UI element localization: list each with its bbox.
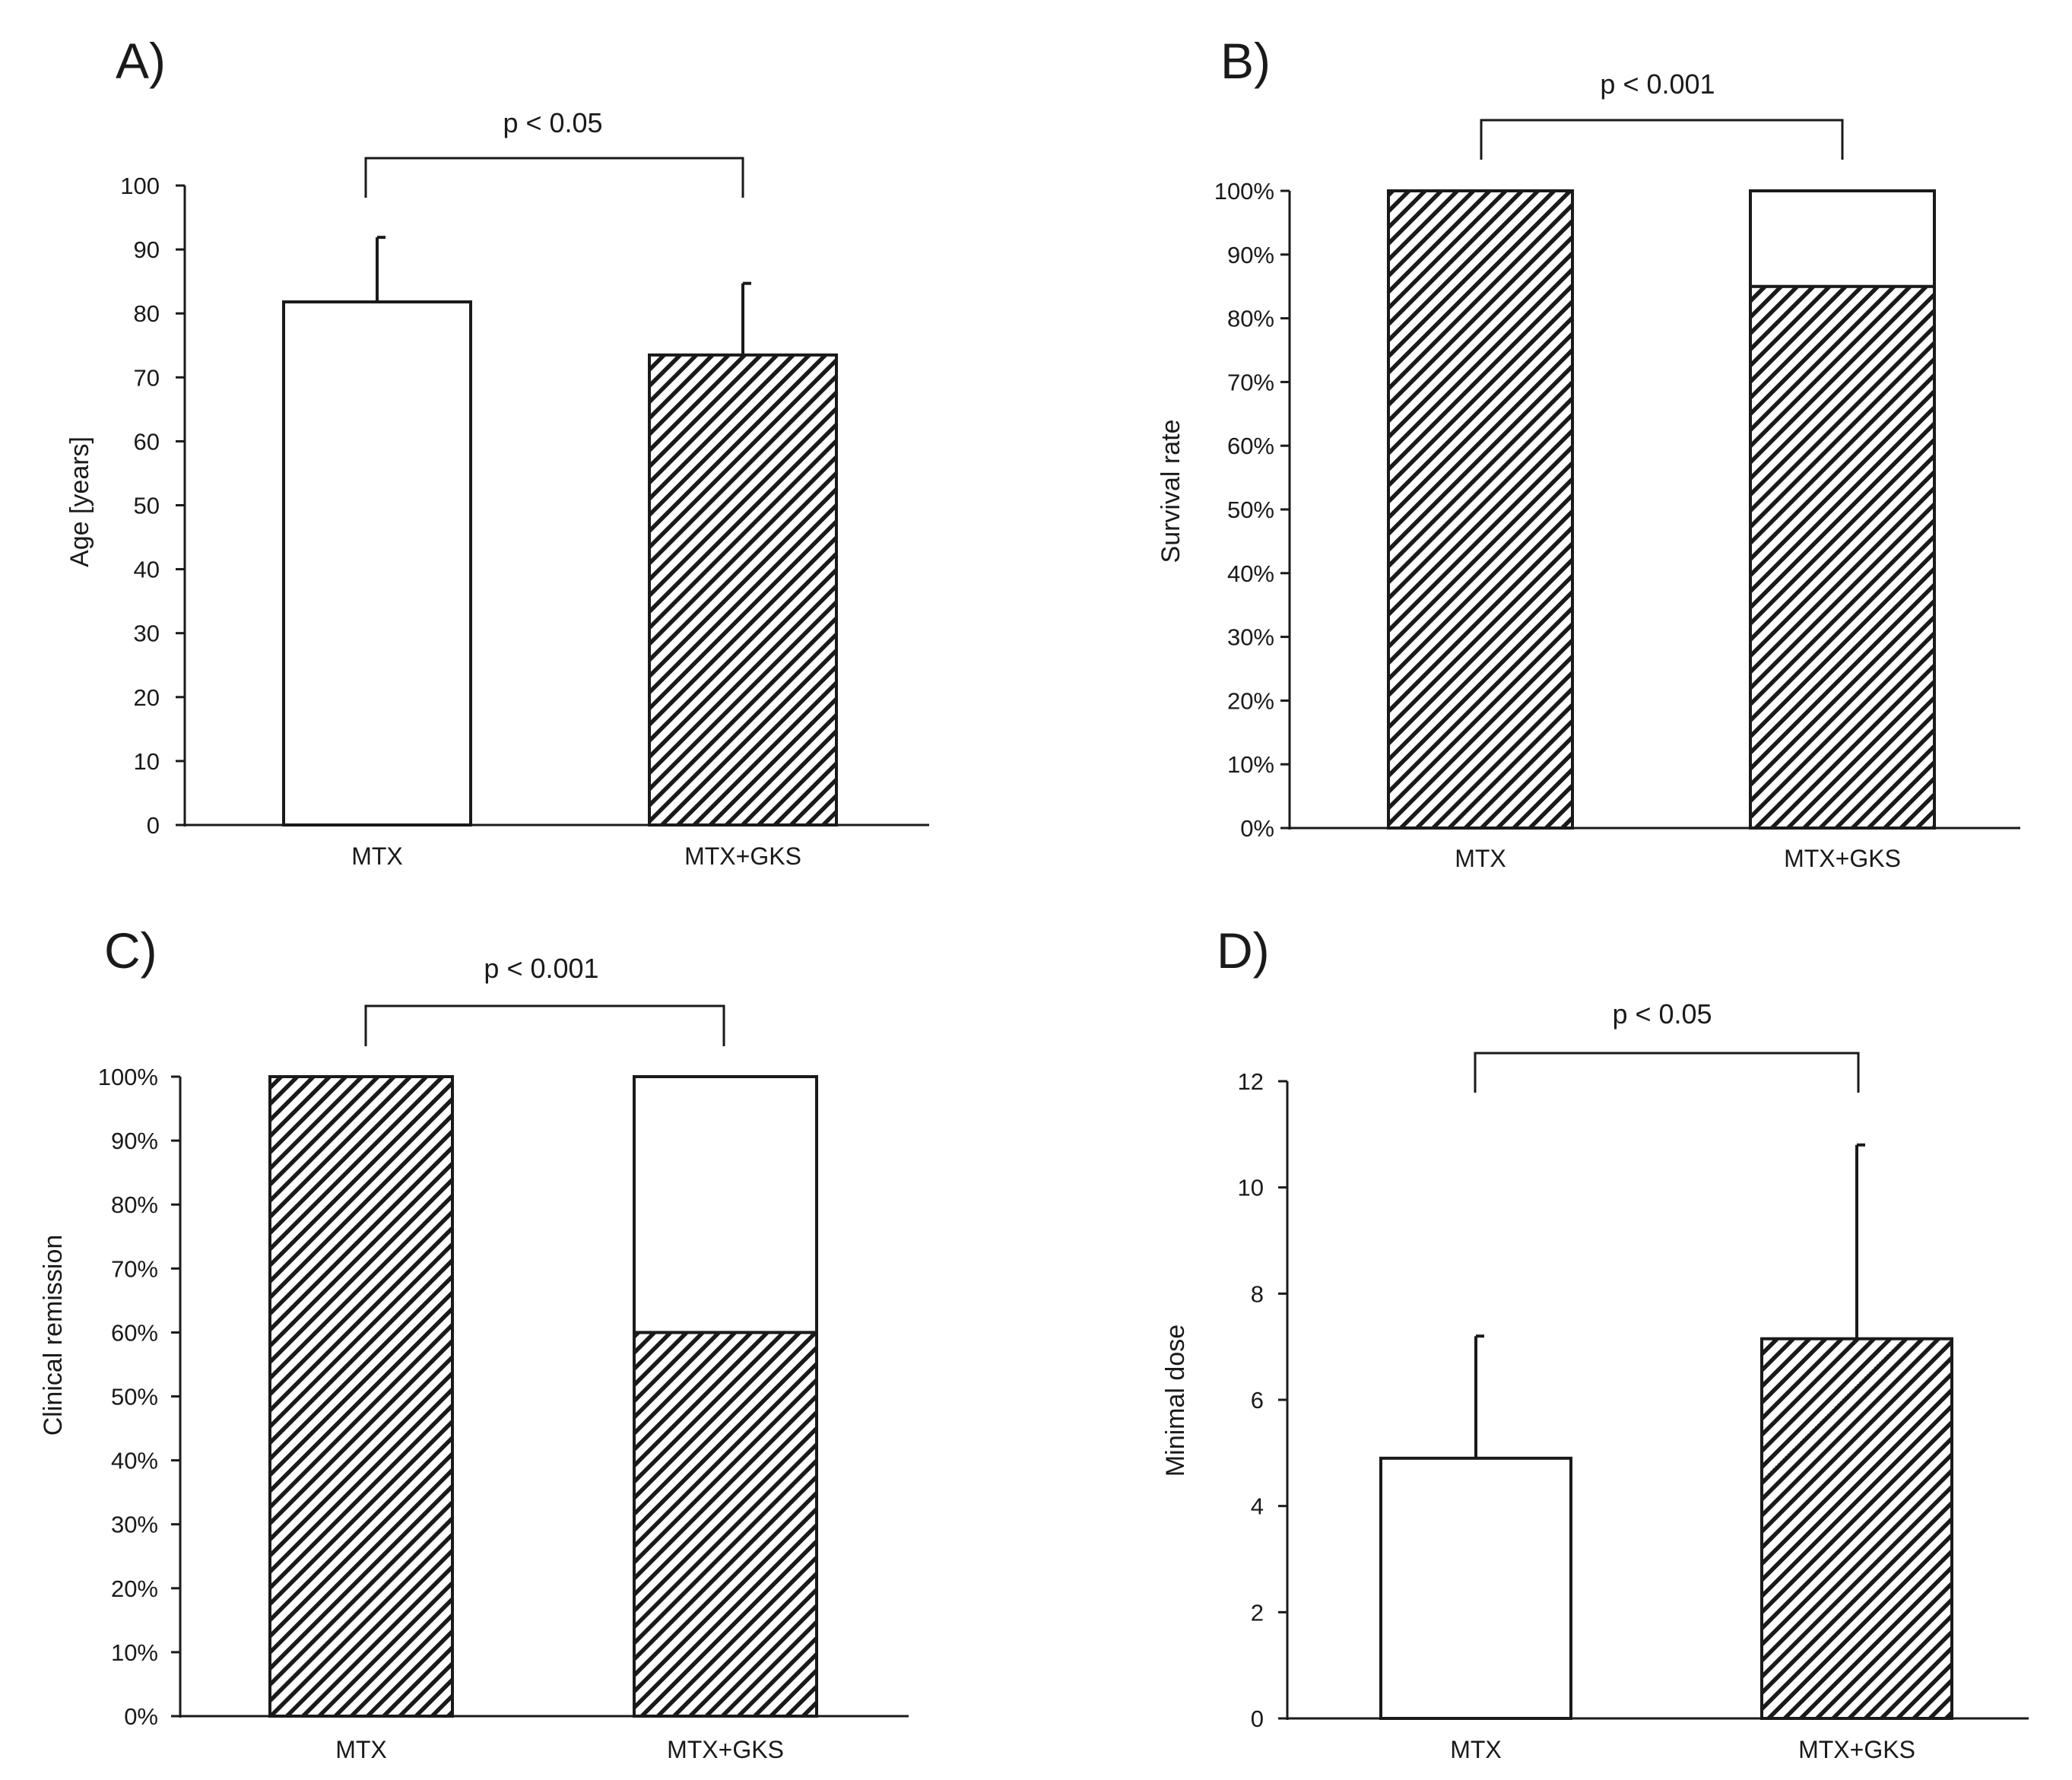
panel-a-y-tick-label: 60 [134, 428, 160, 455]
panel-b-y-tick-label: 90% [1227, 242, 1274, 268]
panel-c-y-tick-label: 60% [111, 1319, 158, 1346]
panel-a-bar-mtx-gks [648, 353, 838, 827]
panel-d-y-tick-label: 8 [1251, 1280, 1264, 1307]
panel-c-y-tick-label: 90% [111, 1128, 158, 1154]
panel-a-x-tick-label: MTX [351, 842, 403, 870]
panel-c-y-tick-label: 50% [111, 1384, 158, 1410]
panel-c-y-tick-label: 40% [111, 1448, 158, 1474]
panel-d-x-tick-label: MTX+GKS [1798, 1736, 1915, 1763]
panel-b-y-tick-label: 10% [1227, 751, 1274, 778]
panel-c-y-axis-title: Clinical remission [39, 1235, 68, 1436]
panel-c-significance-bracket [364, 1004, 725, 1046]
panel-b-y-tick-label: 70% [1227, 369, 1274, 395]
panel-c-plot: 0% 10% 20% 30% 40% 50% 60% 70% 80% 90% 100% MTX MTX+… [98, 1004, 909, 1763]
panel-b-y-tick-label: 60% [1227, 433, 1274, 459]
panel-a-y-tick-label: 20 [134, 684, 160, 711]
panel-d-bar-mtx [1379, 1456, 1572, 1720]
panel-a-plot: 0 10 20 30 40 50 60 70 80 90 100 MTX MTX+GKS [120, 157, 929, 870]
panel-c: C) p < 0.001 Clinical remission 0% 10% 20%… [39, 922, 909, 1763]
panel-a-y-tick-label: 90 [134, 236, 160, 263]
panel-c-x-tick-label: MTX+GKS [667, 1736, 784, 1763]
panel-b-label: B) [1220, 33, 1271, 89]
panel-b-y-tick-label: 40% [1227, 560, 1274, 587]
panel-b-y-axis-title: Survival rate [1157, 420, 1185, 563]
panel-a-y-tick-label: 10 [134, 748, 160, 775]
panel-b-y-tick-label: 0% [1240, 815, 1274, 842]
panel-c-y-tick-label: 70% [111, 1255, 158, 1282]
panel-a-y-tick-label: 0 [147, 812, 160, 839]
panel-c-bar-mtx-gks-no-remission [633, 1075, 818, 1334]
panel-d-y-tick-label: 10 [1238, 1175, 1264, 1201]
panel-b: B) p < 0.001 Survival rate 0% 10% 20% 30% 40… [1157, 33, 2020, 872]
panel-c-y-tick-label: 100% [98, 1064, 158, 1090]
panel-a-y-tick-label: 80 [134, 300, 160, 327]
panel-c-y-tick-label: 0% [124, 1703, 158, 1730]
panel-a-y-axis-title: Age [years] [65, 436, 94, 567]
panel-d: D) p < 0.05 Minimal dose 0 2 4 6 8 10 12 MTX MTX… [1161, 922, 2029, 1763]
panel-c-y-tick-label: 10% [111, 1639, 158, 1666]
panel-c-bar-mtx-remission [268, 1075, 454, 1718]
panel-b-bar-mtx-survived [1387, 189, 1574, 830]
panel-a-significance: p < 0.05 [503, 107, 602, 138]
panel-d-label: D) [1217, 922, 1270, 979]
panel-d-bar-mtx-gks [1760, 1337, 1953, 1720]
panel-b-plot: 0% 10% 20% 30% 40% 50% 60% 70% 80% 90% 100% MTX MTX+… [1214, 119, 2020, 872]
panel-a-y-tick-label: 70 [134, 364, 160, 391]
panel-b-y-tick-label: 20% [1227, 687, 1274, 714]
panel-b-y-tick-label: 50% [1227, 497, 1274, 523]
panel-d-y-tick-label: 6 [1251, 1387, 1264, 1414]
panel-d-significance-bracket [1474, 1052, 1860, 1093]
panel-b-bar-mtx-gks-not-survived [1749, 189, 1936, 288]
panel-d-plot: 0 2 4 6 8 10 12 MTX MTX+GKS [1238, 1052, 2029, 1763]
panel-b-significance: p < 0.001 [1600, 68, 1715, 100]
panel-b-y-tick-label: 30% [1227, 624, 1274, 651]
panel-c-significance: p < 0.001 [484, 953, 598, 984]
panel-a-label: A) [116, 33, 166, 89]
panel-d-y-tick-label: 2 [1251, 1599, 1264, 1626]
panel-d-y-tick-label: 12 [1238, 1068, 1264, 1095]
panel-a-y-tick-label: 30 [134, 620, 160, 647]
panel-c-label: C) [104, 922, 157, 979]
panel-b-bar-mtx-gks-survived [1749, 284, 1936, 830]
panel-d-y-tick-label: 4 [1251, 1493, 1264, 1520]
panel-b-significance-bracket [1480, 119, 1844, 160]
panel-c-x-tick-label: MTX [335, 1736, 387, 1763]
panel-d-y-tick-label: 0 [1251, 1705, 1264, 1732]
panel-c-bar-mtx-gks-remission [633, 1331, 818, 1718]
panel-d-x-tick-label: MTX [1450, 1736, 1502, 1763]
panel-d-significance: p < 0.05 [1612, 998, 1712, 1030]
panel-d-y-axis-title: Minimal dose [1161, 1325, 1190, 1477]
panel-b-y-tick-label: 80% [1227, 306, 1274, 332]
panel-b-y-tick-label: 100% [1214, 178, 1274, 205]
panel-b-x-tick-label: MTX [1455, 845, 1506, 872]
panel-a-bar-mtx [282, 300, 472, 827]
panel-a-x-tick-label: MTX+GKS [684, 842, 801, 870]
panel-a-significance-bracket [364, 157, 744, 198]
panel-b-x-tick-label: MTX+GKS [1784, 845, 1901, 872]
panel-a-y-tick-label: 40 [134, 557, 160, 583]
panel-c-y-tick-label: 30% [111, 1512, 158, 1538]
panel-c-y-tick-label: 80% [111, 1191, 158, 1218]
panel-c-y-tick-label: 20% [111, 1575, 158, 1602]
panel-a-y-tick-label: 100 [120, 173, 160, 199]
panel-a-y-tick-label: 50 [134, 493, 160, 519]
panel-a: A) p < 0.05 Age [years] 0 10 20 30 40 50 60 70 8… [65, 33, 929, 870]
